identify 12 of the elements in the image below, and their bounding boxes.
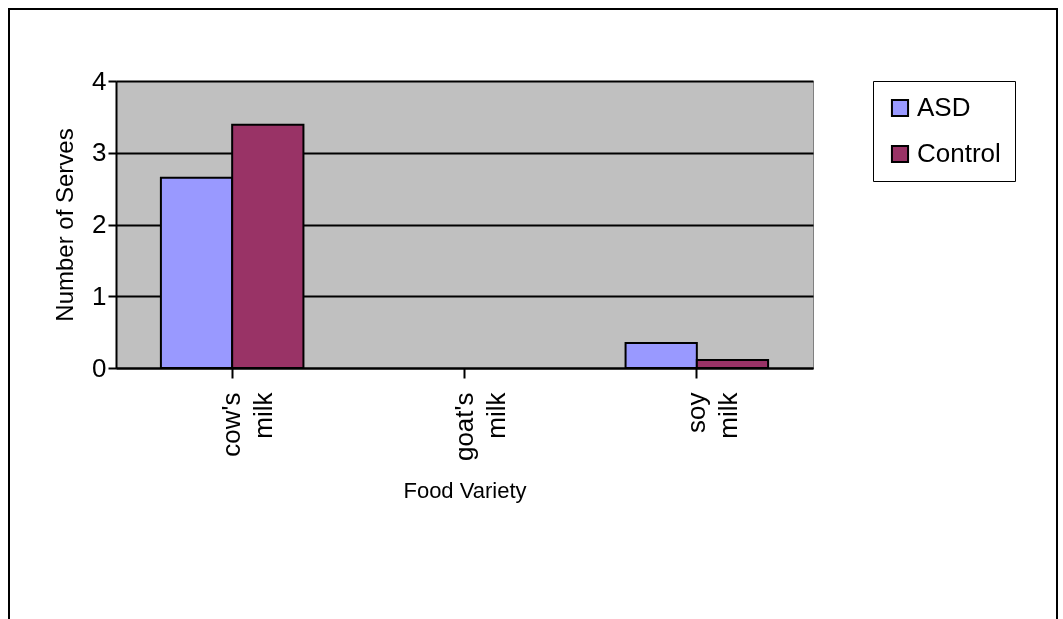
y-tick-label: 4 xyxy=(92,65,107,96)
x-tick-label: goat's milk xyxy=(448,391,511,462)
y-tick-label: 2 xyxy=(92,209,107,239)
x-tick-label: cow's milk xyxy=(216,391,279,457)
x-axis-title: Food Variety xyxy=(403,478,527,504)
y-tick-label: 0 xyxy=(92,352,107,383)
x-tick-label: soy milk xyxy=(680,391,743,439)
legend-label: ASD xyxy=(917,92,971,122)
y-axis-title: Number of Serves xyxy=(51,128,79,322)
y-tick-label: 1 xyxy=(92,280,107,311)
y-tick-label: 3 xyxy=(92,137,107,168)
legend-label: Control xyxy=(917,138,1001,168)
